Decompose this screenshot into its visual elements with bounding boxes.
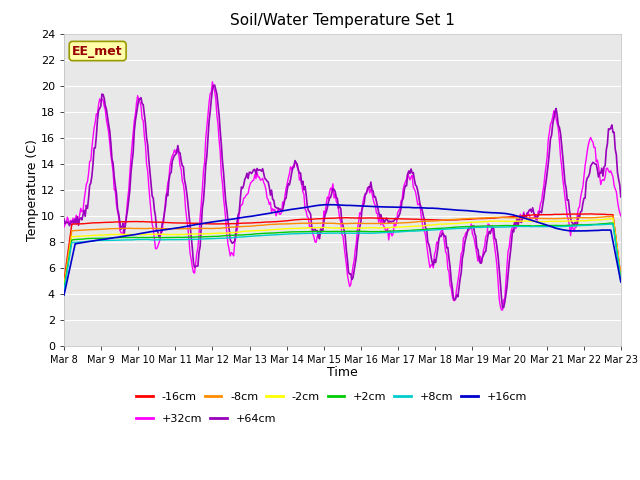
Title: Soil/Water Temperature Set 1: Soil/Water Temperature Set 1 [230, 13, 455, 28]
Legend: +32cm, +64cm: +32cm, +64cm [136, 414, 276, 423]
Y-axis label: Temperature (C): Temperature (C) [26, 139, 39, 240]
X-axis label: Time: Time [327, 366, 358, 379]
Text: EE_met: EE_met [72, 45, 123, 58]
